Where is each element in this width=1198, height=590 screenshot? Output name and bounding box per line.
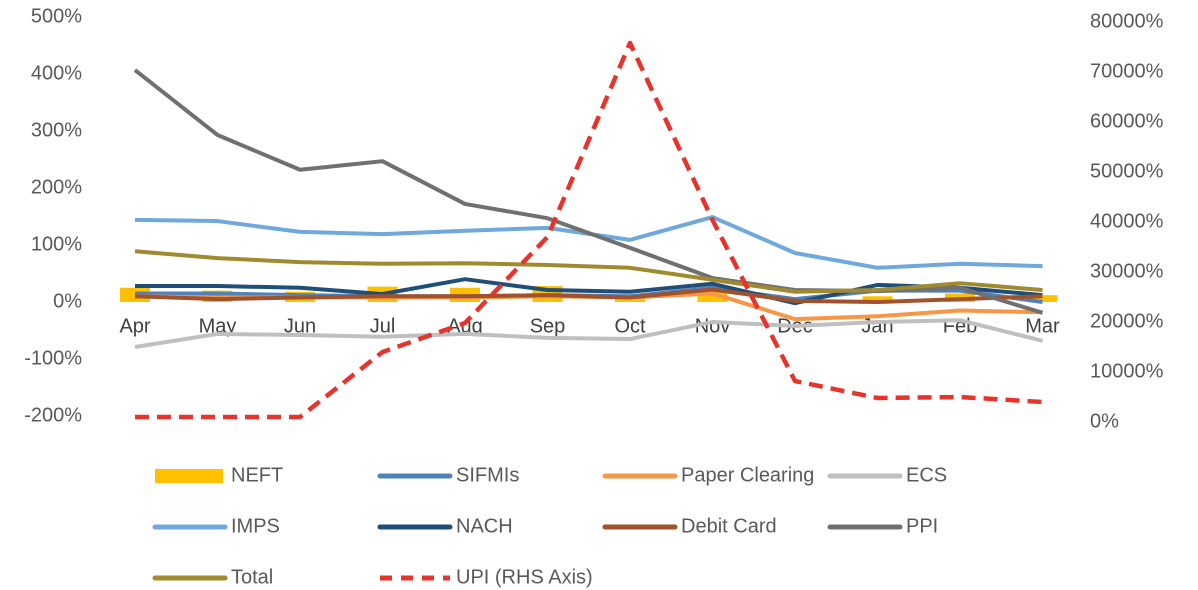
y2-tick-label: 10000% (1090, 360, 1164, 382)
line-series (135, 40, 1043, 420)
x-tick-label: Sep (530, 315, 566, 337)
legend-swatch (155, 469, 223, 483)
y-tick-label: 0% (53, 290, 82, 312)
y-tick-label: 200% (31, 176, 82, 198)
x-tick-label: Aug (447, 315, 483, 337)
line-series (135, 277, 1043, 306)
bar (862, 296, 893, 302)
legend-label: ECS (906, 464, 947, 486)
y2-tick-label: 60000% (1090, 110, 1164, 132)
x-tick-label: Oct (614, 315, 646, 337)
line-series (134, 249, 1043, 294)
legend-label: Paper Clearing (681, 464, 814, 486)
y-tick-label: -200% (24, 404, 82, 426)
x-tick-label: May (199, 315, 237, 337)
line-series (134, 287, 1043, 304)
legend-label: Debit Card (681, 515, 777, 537)
legend-label: PPI (906, 515, 938, 537)
y-tick-label: 300% (31, 119, 82, 141)
legend-label: NACH (456, 515, 513, 537)
bar (1027, 295, 1058, 302)
y2-tick-label: 30000% (1090, 260, 1164, 282)
line-series (133, 68, 1044, 315)
legend-label: Total (231, 566, 273, 588)
y-tick-label: -100% (24, 347, 82, 369)
x-tick-label: Apr (119, 315, 150, 337)
y-tick-label: 400% (31, 62, 82, 84)
y2-tick-label: 0% (1090, 410, 1119, 432)
y2-tick-label: 40000% (1090, 210, 1164, 232)
legend-label: NEFT (231, 464, 283, 486)
line-series (134, 318, 1043, 350)
y2-tick-label: 80000% (1090, 10, 1164, 32)
x-tick-label: Jul (370, 315, 396, 337)
y2-tick-label: 70000% (1090, 60, 1164, 82)
y-tick-label: 100% (31, 233, 82, 255)
y-tick-label: 500% (31, 5, 82, 27)
legend-label: SIFMIs (456, 464, 519, 486)
x-tick-label: Mar (1025, 315, 1060, 337)
legend-label: UPI (RHS Axis) (456, 566, 593, 588)
y2-tick-label: 50000% (1090, 160, 1164, 182)
bar (697, 290, 728, 302)
y2-tick-label: 20000% (1090, 310, 1164, 332)
legend-label: IMPS (231, 515, 280, 537)
x-tick-label: Jun (284, 315, 316, 337)
